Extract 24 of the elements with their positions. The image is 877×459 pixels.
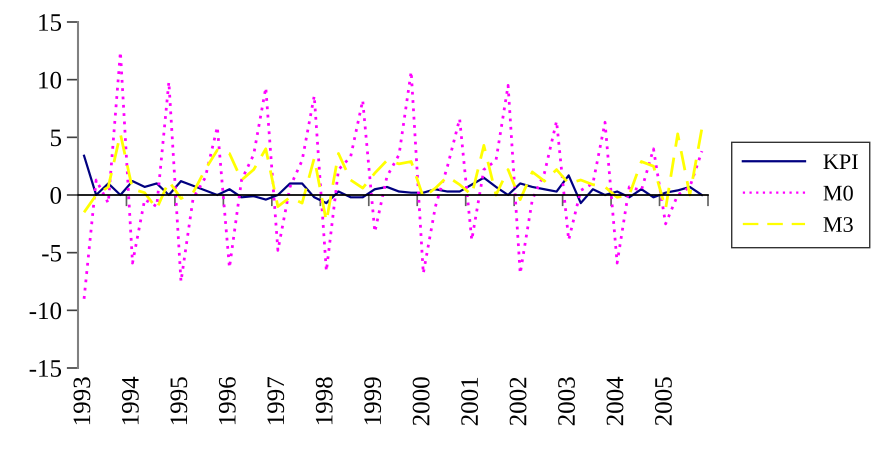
x-tick-label: 1999 bbox=[364, 377, 382, 424]
x-tick-label: 2005 bbox=[654, 377, 672, 426]
y-tick-label: -10 bbox=[30, 302, 62, 320]
y-tick-label: 10 bbox=[39, 72, 62, 89]
x-tick-label: 1995 bbox=[170, 377, 188, 424]
x-tick-label: 2002 bbox=[510, 378, 526, 426]
line-series bbox=[82, 154, 704, 204]
x-tick-label: 1996 bbox=[218, 377, 236, 424]
x-tick-label: 1993 bbox=[74, 377, 90, 424]
x-tick-label: 2001 bbox=[461, 378, 478, 426]
y-tick-label: 0 bbox=[50, 187, 62, 204]
y-tick-label: 15 bbox=[39, 14, 62, 31]
legend-label: M0 bbox=[823, 186, 853, 201]
legend-label: KPI bbox=[823, 154, 858, 170]
y-tick-label: 5 bbox=[50, 130, 62, 146]
x-tick-label: 2000 bbox=[412, 377, 430, 426]
x-tick-label: 1997 bbox=[267, 377, 284, 424]
y-tick-label: -5 bbox=[42, 244, 62, 262]
y-tick-label: -15 bbox=[30, 360, 62, 377]
x-tick-label: 2004 bbox=[606, 376, 624, 426]
legend-label: M3 bbox=[823, 217, 853, 232]
x-tick-label: 1994 bbox=[122, 376, 139, 424]
x-tick-label: 2003 bbox=[558, 377, 575, 426]
x-tick-label: 1998 bbox=[316, 377, 333, 424]
